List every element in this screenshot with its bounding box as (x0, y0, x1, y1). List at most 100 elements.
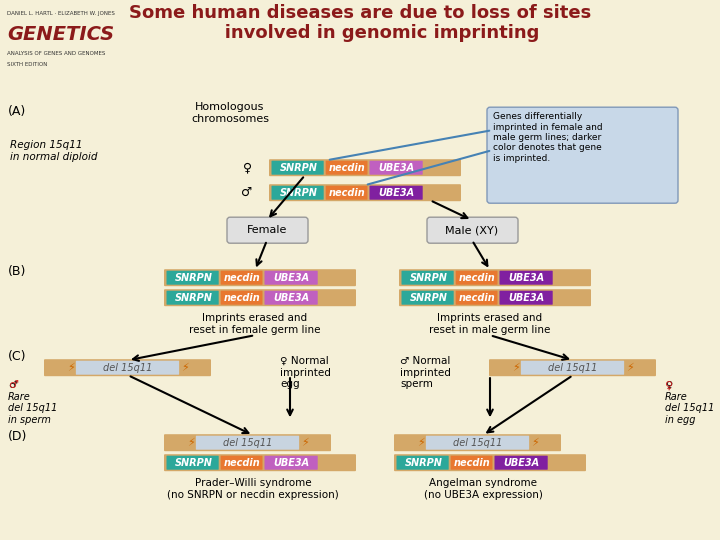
Text: necdin: necdin (329, 163, 366, 173)
Text: UBE3A: UBE3A (379, 188, 415, 198)
Text: ♀: ♀ (243, 161, 252, 174)
Text: (B): (B) (8, 265, 27, 278)
Text: (A): (A) (8, 105, 26, 118)
Text: ♂ Normal
imprinted
sperm: ♂ Normal imprinted sperm (400, 356, 451, 389)
FancyBboxPatch shape (456, 291, 498, 305)
Text: UBE3A: UBE3A (379, 163, 415, 173)
FancyBboxPatch shape (221, 456, 263, 470)
Text: Prader–Willi syndrome
(no SNRPN or necdin expression): Prader–Willi syndrome (no SNRPN or necdi… (167, 478, 339, 500)
Text: UBE3A: UBE3A (508, 273, 544, 283)
FancyBboxPatch shape (164, 289, 356, 306)
Text: necdin: necdin (459, 293, 495, 303)
Text: Some human diseases are due to loss of sites
       involved in genomic imprinti: Some human diseases are due to loss of s… (129, 3, 591, 42)
FancyBboxPatch shape (495, 456, 548, 470)
Text: ANALYSIS OF GENES AND GENOMES: ANALYSIS OF GENES AND GENOMES (7, 51, 106, 56)
FancyBboxPatch shape (164, 434, 331, 451)
FancyBboxPatch shape (489, 359, 656, 376)
Text: necdin: necdin (329, 188, 366, 198)
Text: DANIEL L. HARTL · ELIZABETH W. JONES: DANIEL L. HARTL · ELIZABETH W. JONES (7, 10, 115, 16)
Text: ♀
Rare
del 15q11
in egg: ♀ Rare del 15q11 in egg (665, 380, 714, 425)
Text: SNRPN: SNRPN (175, 273, 212, 283)
FancyBboxPatch shape (166, 271, 219, 285)
Text: SNRPN: SNRPN (410, 273, 448, 283)
Text: SNRPN: SNRPN (175, 458, 212, 468)
Text: ⚡: ⚡ (626, 363, 634, 373)
Text: necdin: necdin (224, 458, 261, 468)
FancyBboxPatch shape (227, 217, 308, 243)
Text: ♂: ♂ (8, 380, 18, 390)
FancyBboxPatch shape (166, 456, 219, 470)
FancyBboxPatch shape (264, 271, 318, 285)
Text: UBE3A: UBE3A (274, 458, 310, 468)
Text: Male (XY): Male (XY) (446, 225, 498, 235)
Text: SNRPN: SNRPN (279, 188, 318, 198)
FancyBboxPatch shape (397, 456, 449, 470)
FancyBboxPatch shape (402, 271, 454, 285)
Text: necdin: necdin (459, 273, 495, 283)
FancyBboxPatch shape (402, 291, 454, 305)
FancyBboxPatch shape (399, 289, 591, 306)
Text: ⚡: ⚡ (531, 438, 539, 448)
FancyBboxPatch shape (521, 361, 624, 375)
Text: necdin: necdin (224, 273, 261, 283)
FancyBboxPatch shape (164, 454, 356, 471)
Text: (C): (C) (8, 350, 27, 363)
FancyBboxPatch shape (221, 271, 263, 285)
FancyBboxPatch shape (500, 271, 553, 285)
Text: GENETICS: GENETICS (7, 24, 114, 44)
Text: ⚡: ⚡ (512, 363, 519, 373)
Text: UBE3A: UBE3A (508, 293, 544, 303)
Text: Female: Female (247, 225, 287, 235)
FancyBboxPatch shape (369, 161, 423, 175)
FancyBboxPatch shape (399, 269, 591, 286)
Text: Homologous
chromosomes: Homologous chromosomes (191, 102, 269, 124)
Text: ♀ Normal
imprinted
egg: ♀ Normal imprinted egg (280, 356, 331, 389)
FancyBboxPatch shape (264, 456, 318, 470)
FancyBboxPatch shape (264, 291, 318, 305)
Text: ♂
Rare
del 15q11
in sperm: ♂ Rare del 15q11 in sperm (8, 380, 58, 425)
FancyBboxPatch shape (451, 456, 492, 470)
FancyBboxPatch shape (369, 186, 423, 200)
Text: SNRPN: SNRPN (175, 293, 212, 303)
Text: UBE3A: UBE3A (274, 293, 310, 303)
FancyBboxPatch shape (164, 269, 356, 286)
Text: SNRPN: SNRPN (279, 163, 318, 173)
FancyBboxPatch shape (44, 359, 211, 376)
Text: Genes differentially
imprinted in female and
male germ lines; darker
color denot: Genes differentially imprinted in female… (493, 112, 603, 163)
Text: Imprints erased and
reset in male germ line: Imprints erased and reset in male germ l… (429, 313, 551, 335)
Text: UBE3A: UBE3A (503, 458, 540, 468)
Text: ⚡: ⚡ (66, 363, 74, 373)
Text: necdin: necdin (224, 293, 261, 303)
FancyBboxPatch shape (221, 291, 263, 305)
FancyBboxPatch shape (76, 361, 179, 375)
Text: del 15q11: del 15q11 (453, 438, 502, 448)
Text: Imprints erased and
reset in female germ line: Imprints erased and reset in female germ… (189, 313, 320, 335)
FancyBboxPatch shape (487, 107, 678, 203)
Text: ⚡: ⚡ (181, 363, 189, 373)
Text: del 15q11: del 15q11 (222, 438, 272, 448)
Text: ♀: ♀ (665, 380, 673, 390)
Text: (D): (D) (8, 430, 27, 443)
Text: SNRPN: SNRPN (405, 458, 443, 468)
Text: del 15q11: del 15q11 (548, 363, 597, 373)
FancyBboxPatch shape (325, 186, 367, 200)
FancyBboxPatch shape (427, 217, 518, 243)
Text: Region 15q11
in normal diploid: Region 15q11 in normal diploid (10, 140, 97, 162)
Text: ⚡: ⚡ (186, 438, 194, 448)
FancyBboxPatch shape (196, 436, 299, 450)
FancyBboxPatch shape (426, 436, 529, 450)
Text: SNRPN: SNRPN (410, 293, 448, 303)
FancyBboxPatch shape (271, 161, 324, 175)
FancyBboxPatch shape (500, 291, 553, 305)
FancyBboxPatch shape (166, 291, 219, 305)
FancyBboxPatch shape (271, 186, 324, 200)
Text: SIXTH EDITION: SIXTH EDITION (7, 62, 48, 67)
FancyBboxPatch shape (325, 161, 367, 175)
FancyBboxPatch shape (456, 271, 498, 285)
Text: ⚡: ⚡ (301, 438, 308, 448)
Text: ⚡: ⚡ (417, 438, 424, 448)
Text: necdin: necdin (454, 458, 490, 468)
Text: UBE3A: UBE3A (274, 273, 310, 283)
Text: ♂: ♂ (240, 186, 252, 199)
Text: Angelman syndrome
(no UBE3A expression): Angelman syndrome (no UBE3A expression) (423, 478, 542, 500)
